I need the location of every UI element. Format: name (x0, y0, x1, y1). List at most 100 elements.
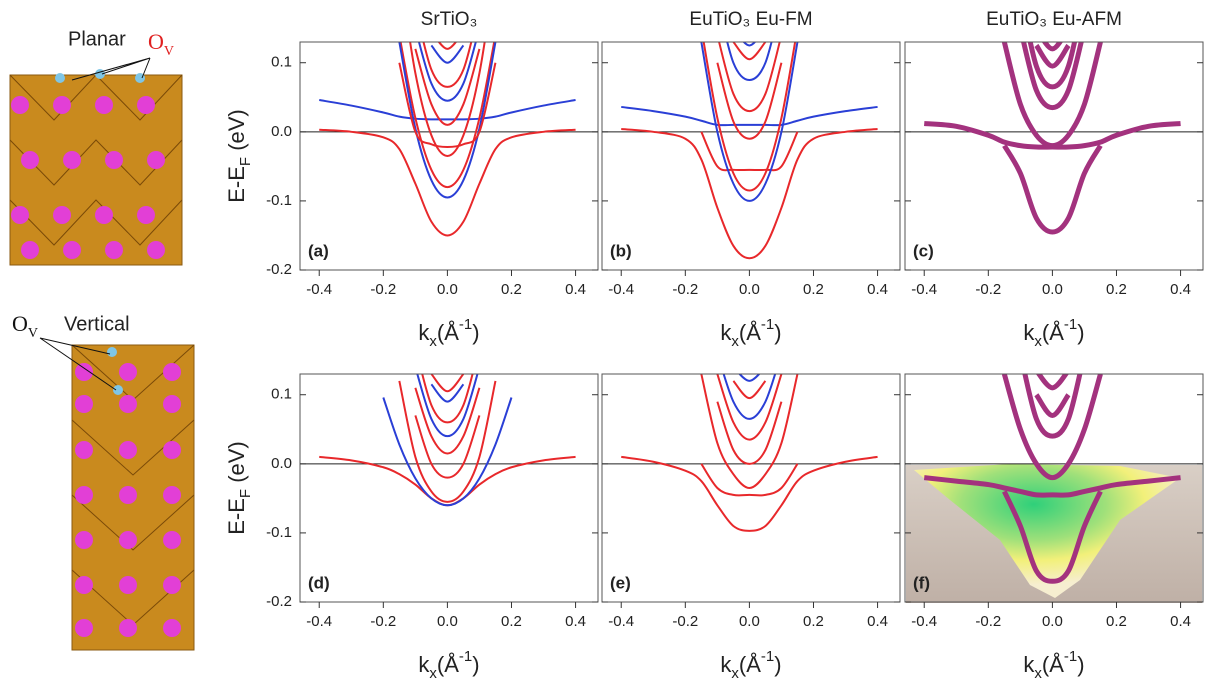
panel-label: (e) (610, 573, 631, 592)
band-line (1004, 42, 1100, 146)
y-axis-label: E-EF (eV) (224, 441, 255, 535)
x-tick-label: 0.0 (437, 613, 458, 630)
band-line (1036, 371, 1068, 388)
band-line (621, 457, 877, 531)
x-tick-label: 0.4 (565, 281, 586, 298)
label-part: ) (1077, 320, 1084, 345)
label-part: (Å (437, 652, 459, 677)
band-line (383, 397, 511, 505)
label-part: E-E (224, 166, 249, 203)
y-tick-label: 0.1 (271, 54, 292, 71)
band-line (319, 100, 575, 119)
vacancy-label: OV (148, 29, 174, 59)
label-part: F (237, 157, 254, 166)
bands (621, 1, 877, 259)
panel-label: (a) (308, 241, 329, 260)
x-tick-label: 0.4 (565, 613, 586, 630)
band-line (1036, 28, 1068, 49)
label-part: (Å (739, 320, 761, 345)
x-tick-label: 0.4 (1170, 613, 1191, 630)
x-tick-label: 0.0 (1042, 613, 1063, 630)
structure-label: Vertical (64, 313, 130, 335)
vacancy-label-part: O (12, 311, 28, 336)
band-line (1020, 353, 1084, 436)
y-tick-label: -0.1 (266, 524, 292, 541)
band-line (701, 42, 797, 201)
x-tick-label: 0.4 (867, 613, 888, 630)
band-line (621, 129, 877, 258)
band-line (1036, 395, 1068, 416)
x-tick-label: 0.2 (501, 281, 522, 298)
vacancy-label: OV (12, 311, 38, 341)
label-part: -1 (459, 648, 472, 665)
label-part: (Å (1042, 320, 1064, 345)
x-tick-label: 0.0 (1042, 281, 1063, 298)
y-tick-label: -0.2 (266, 593, 292, 610)
x-tick-label: 0.2 (1106, 613, 1127, 630)
y-axis-label: E-EF (eV) (224, 109, 255, 203)
vacancy-label-part: V (164, 44, 174, 59)
label-part: ) (472, 652, 479, 677)
vacancy-label-part: O (148, 29, 164, 54)
bands (319, 0, 575, 235)
x-tick-label: -0.2 (370, 613, 396, 630)
x-tick-label: -0.4 (911, 613, 937, 630)
x-tick-label: -0.2 (672, 613, 698, 630)
band-line (399, 63, 495, 147)
figure: Planar OV OV Vertical -0.2-0.10.00.1-0.4… (0, 0, 1212, 686)
band-line (415, 415, 479, 477)
chart-title: EuTiO₃ Eu-AFM (986, 9, 1122, 30)
band-line (431, 32, 463, 49)
x-tick-label: -0.4 (608, 613, 634, 630)
x-axis-label: kx(Å-1) (720, 648, 781, 682)
x-tick-label: 0.2 (501, 613, 522, 630)
band-line (399, 35, 495, 187)
plot-frame (602, 42, 900, 270)
band-line (701, 132, 797, 170)
structure-label: Planar (68, 28, 126, 50)
label-part: (Å (739, 652, 761, 677)
x-tick-label: 0.4 (867, 281, 888, 298)
band-line (319, 130, 575, 236)
x-tick-label: 0.2 (1106, 281, 1127, 298)
label-part: (Å (1042, 652, 1064, 677)
label-part: -1 (1064, 316, 1077, 333)
band-line (733, 381, 765, 398)
plot-frame (905, 42, 1203, 270)
band-line (415, 346, 479, 422)
band-line (717, 353, 781, 419)
x-tick-label: -0.4 (306, 613, 332, 630)
band-line (431, 384, 463, 401)
label-part: ) (472, 320, 479, 345)
label-part: (eV) (224, 441, 249, 489)
label-part: E-E (224, 498, 249, 535)
band-line (717, 402, 781, 464)
label-part: -1 (1064, 648, 1077, 665)
band-line (701, 28, 797, 190)
label-part: ) (774, 320, 781, 345)
x-axis-label: kx(Å-1) (418, 316, 479, 350)
y-tick-label: 0.1 (271, 386, 292, 403)
x-tick-label: 0.0 (739, 281, 760, 298)
x-tick-label: -0.2 (975, 281, 1001, 298)
band-line (621, 107, 877, 125)
plot-frame (300, 374, 598, 602)
band-line (733, 28, 765, 45)
x-tick-label: -0.4 (306, 281, 332, 298)
x-tick-label: -0.4 (608, 281, 634, 298)
panel-label: (d) (308, 573, 330, 592)
x-axis-label: kx(Å-1) (1023, 648, 1084, 682)
x-tick-label: -0.2 (672, 281, 698, 298)
band-line (701, 464, 797, 496)
panel-label: (c) (913, 241, 934, 260)
label-part: F (237, 489, 254, 498)
bands (621, 353, 877, 531)
label-part: -1 (459, 316, 472, 333)
y-tick-label: -0.2 (266, 261, 292, 278)
panel-label: (f) (913, 573, 930, 592)
y-tick-label: -0.1 (266, 192, 292, 209)
label-part: -1 (761, 648, 774, 665)
chart-title: SrTiO₃ (421, 9, 478, 30)
vertical-structure (40, 338, 194, 650)
band-line (701, 374, 797, 488)
